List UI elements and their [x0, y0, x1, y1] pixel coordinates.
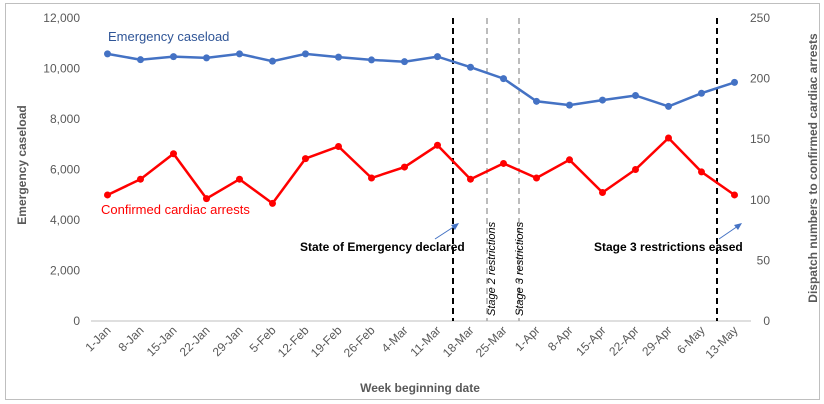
x-tick-label: 22-Apr: [606, 323, 641, 358]
series-line-1: [106, 136, 736, 206]
x-tick-label: 15-Jan: [144, 323, 180, 359]
data-point: [236, 175, 243, 183]
data-point: [599, 96, 606, 104]
data-point: [137, 175, 144, 183]
x-tick-label: 26-Feb: [341, 323, 378, 360]
right-axis-ticks: 0 50 100 150 200 250: [750, 11, 770, 328]
series-label-emergency-caseload: Emergency caseload: [108, 29, 229, 44]
data-point: [599, 189, 606, 197]
x-tick-label: 11-Mar: [407, 323, 443, 359]
data-point: [269, 199, 276, 207]
y-right-tick-label: 50: [757, 253, 771, 267]
y-left-tick-label: 2,000: [50, 264, 80, 278]
y-left-tick-label: 6,000: [50, 163, 80, 177]
x-tick-label: 18-Mar: [440, 323, 477, 360]
y-right-tick-label: 100: [750, 193, 770, 207]
data-point: [137, 56, 144, 64]
data-point: [698, 168, 705, 176]
y-right-tick-label: 250: [750, 11, 770, 25]
x-tick-label: 1-Jan: [82, 323, 113, 354]
data-point: [335, 142, 342, 150]
data-point: [665, 134, 672, 142]
annotation-stage3-eased: Stage 3 restrictions eased: [594, 240, 743, 254]
data-point: [203, 195, 210, 203]
data-point: [731, 191, 738, 199]
data-point: [368, 56, 375, 64]
data-point: [665, 102, 672, 110]
data-point: [434, 53, 441, 61]
left-axis-ticks: 0 2,000 4,000 6,000 8,000 10,000 12,000: [43, 11, 80, 328]
series-label-cardiac-arrests: Confirmed cardiac arrests: [101, 202, 250, 217]
x-tick-label: 19-Feb: [308, 323, 345, 360]
data-point: [401, 163, 408, 171]
data-point: [500, 75, 507, 83]
data-point: [533, 97, 540, 105]
data-point: [368, 174, 375, 182]
data-point: [104, 191, 111, 199]
data-point: [566, 101, 573, 109]
annotation-stage3: Stage 3 restrictions: [514, 221, 526, 316]
y-left-tick-label: 10,000: [43, 62, 80, 76]
data-point: [731, 78, 738, 86]
x-tick-label: 29-Apr: [639, 323, 674, 358]
data-point: [434, 141, 441, 149]
y-left-tick-label: 12,000: [43, 11, 80, 25]
x-tick-label: 8-Apr: [545, 323, 576, 354]
series-line-0: [107, 52, 735, 108]
y-left-tick-label: 4,000: [50, 213, 80, 227]
annotation-state-of-emergency: State of Emergency declared: [300, 240, 465, 254]
data-point: [467, 175, 474, 183]
x-tick-label: 12-Feb: [275, 323, 312, 360]
x-axis-title: Week beginning date: [360, 381, 480, 395]
y-right-tick-label: 150: [750, 132, 770, 146]
series: [104, 50, 738, 207]
data-point: [632, 166, 639, 173]
x-tick-label: 8-Jan: [115, 323, 146, 354]
x-tick-label: 15-Apr: [573, 323, 608, 358]
data-point: [269, 57, 276, 65]
data-point: [236, 50, 243, 58]
data-point: [632, 92, 639, 100]
annotation-stage2: Stage 2 restrictions: [486, 221, 498, 316]
arrow-state-of-emergency: [434, 225, 456, 240]
arrow-stage3-eased: [718, 225, 739, 240]
y-right-tick-label: 200: [750, 72, 770, 86]
data-point: [104, 50, 111, 58]
data-point: [170, 150, 177, 158]
x-tick-label: 13-May: [702, 323, 740, 361]
y-right-tick-label: 0: [763, 314, 770, 328]
data-point: [170, 53, 177, 61]
y-left-tick-label: 8,000: [50, 112, 80, 126]
x-tick-label: 22-Jan: [177, 323, 213, 359]
data-point: [203, 54, 210, 62]
arrowhead-state-of-emergency: [451, 223, 459, 230]
data-point: [698, 89, 705, 97]
data-point: [533, 174, 540, 182]
x-tick-label: 4-Mar: [379, 323, 411, 355]
arrowhead-stage3-eased: [734, 223, 742, 230]
data-point: [401, 58, 408, 66]
y-left-tick-label: 0: [73, 314, 80, 328]
data-point: [500, 159, 507, 167]
restriction-lines: [452, 18, 718, 321]
y-axis-right-title: Dispatch numbers to confirmed cardiac ar…: [806, 33, 820, 303]
data-point: [335, 53, 342, 61]
data-point: [467, 63, 474, 71]
data-point: [302, 155, 309, 163]
y-axis-left-title: Emergency caseload: [15, 105, 29, 224]
x-tick-label: 29-Jan: [210, 323, 246, 359]
x-tick-label: 1-Apr: [512, 323, 543, 354]
x-tick-label: 25-Mar: [473, 323, 510, 360]
data-point: [302, 50, 309, 58]
data-point: [566, 156, 573, 164]
chart-frame: [5, 3, 820, 400]
